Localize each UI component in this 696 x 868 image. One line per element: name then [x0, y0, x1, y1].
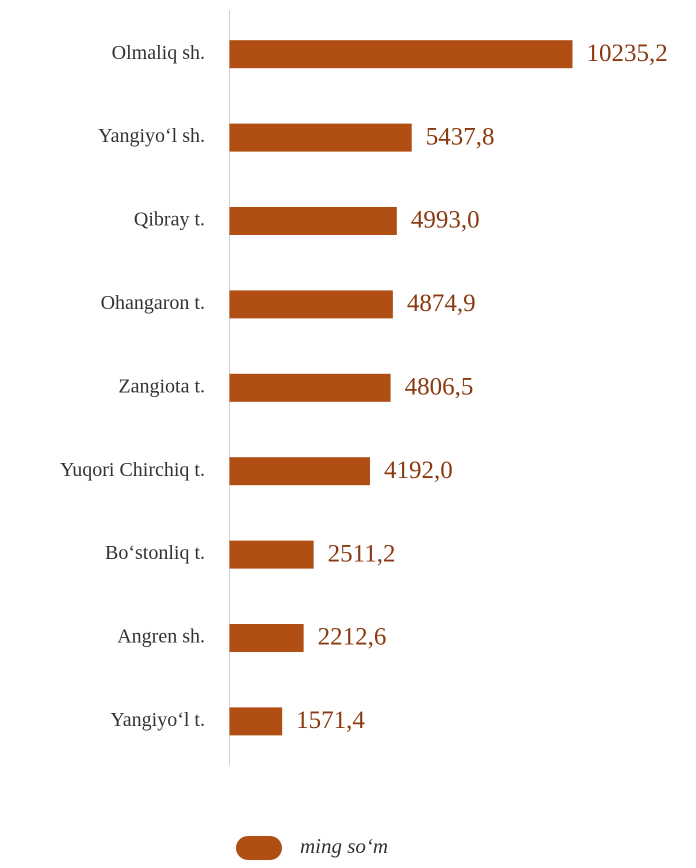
bar [229, 207, 397, 235]
category-label: Angren sh. [117, 626, 205, 648]
category-label: Bo‘stonliq t. [105, 542, 205, 564]
value-label: 4192,0 [384, 457, 453, 484]
bar [229, 457, 370, 486]
category-label: Zangiota t. [118, 375, 205, 397]
category-label: Yangiyo‘l sh. [98, 125, 205, 147]
category-label: Ohangaron t. [101, 292, 205, 314]
bar [229, 373, 391, 402]
bar [229, 123, 412, 152]
value-label: 10235,2 [587, 40, 668, 67]
value-label: 5437,8 [426, 123, 495, 150]
bar [229, 290, 393, 319]
value-label: 4874,9 [407, 290, 476, 317]
value-label: 2212,6 [318, 624, 387, 651]
category-label: Olmaliq sh. [112, 42, 205, 64]
category-label: Qibray t. [134, 209, 205, 231]
bar [229, 540, 314, 569]
legend-label: ming so‘m [300, 834, 388, 858]
category-label: Yuqori Chirchiq t. [60, 459, 205, 481]
category-label: Yangiyo‘l t. [110, 709, 205, 731]
value-label: 4993,0 [411, 207, 480, 234]
bar [229, 624, 304, 652]
value-label: 2511,2 [328, 540, 396, 567]
value-label: 1571,4 [296, 707, 365, 734]
bar [229, 707, 283, 736]
legend-swatch [236, 836, 282, 860]
value-label: 4806,5 [405, 374, 474, 401]
bar [229, 40, 573, 69]
